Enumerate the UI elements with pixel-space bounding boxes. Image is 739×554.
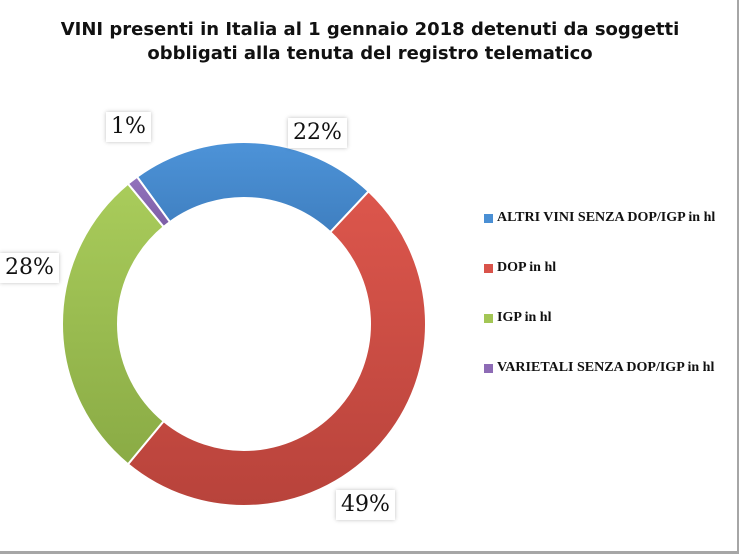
slice-varietali[interactable] [126, 175, 172, 229]
legend-item-dop[interactable]: DOP in hl [484, 243, 715, 293]
chart-title-line-2: obbligati alla tenuta del registro telem… [147, 43, 593, 64]
data-label-igp: 28% [0, 253, 59, 283]
slice-altri[interactable] [135, 141, 371, 234]
legend-label: DOP in hl [497, 260, 557, 275]
legend-swatch-purple-icon [484, 363, 493, 373]
legend-label: ALTRI VINI SENZA DOP/IGP in hl [497, 210, 716, 225]
legend-item-altri[interactable]: ALTRI VINI SENZA DOP/IGP in hl [484, 193, 715, 243]
legend-item-varietali[interactable]: VARIETALI SENZA DOP/IGP in hl [484, 343, 715, 393]
legend-swatch-red-icon [484, 263, 493, 273]
chart-legend: ALTRI VINI SENZA DOP/IGP in hl DOP in hl… [484, 193, 715, 393]
data-label-dop: 49% [336, 490, 395, 520]
legend-label: IGP in hl [497, 310, 552, 325]
chart-title-line-1: VINI presenti in Italia al 1 gennaio 201… [60, 19, 680, 40]
chart-title: VINI presenti in Italia al 1 gennaio 201… [40, 18, 700, 66]
slice-dop[interactable] [126, 189, 427, 507]
data-label-altri: 22% [288, 118, 347, 148]
legend-label: VARIETALI SENZA DOP/IGP in hl [497, 360, 715, 375]
legend-swatch-blue-icon [484, 213, 493, 223]
data-label-varietali: 1% [106, 112, 151, 142]
slice-igp[interactable] [61, 182, 166, 466]
legend-swatch-green-icon [484, 313, 493, 323]
legend-item-igp[interactable]: IGP in hl [484, 293, 715, 343]
